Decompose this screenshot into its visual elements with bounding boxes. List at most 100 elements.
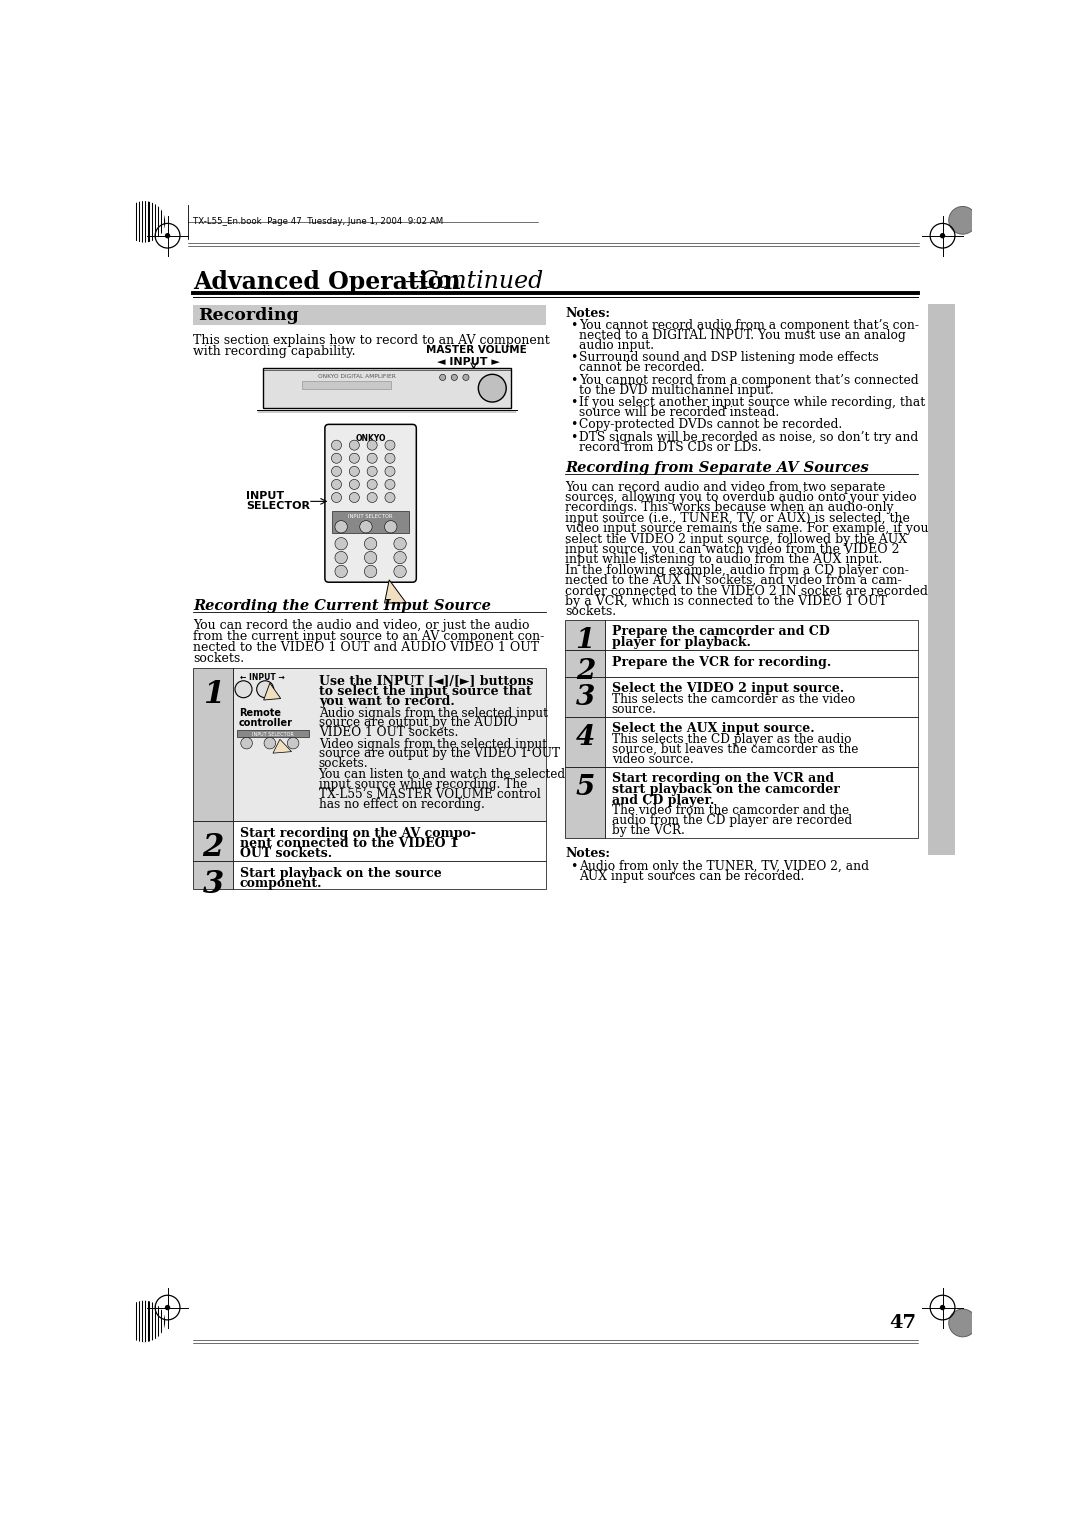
- Text: Notes:: Notes:: [565, 848, 610, 860]
- Bar: [606, 677, 918, 717]
- Text: nected to the VIDEO 1 OUT and AUDIO VIDEO 1 OUT: nected to the VIDEO 1 OUT and AUDIO VIDE…: [193, 640, 539, 654]
- Bar: [193, 306, 545, 325]
- Text: 47: 47: [889, 1314, 916, 1332]
- Text: Notes:: Notes:: [565, 307, 610, 319]
- Bar: [238, 730, 309, 736]
- Circle shape: [367, 440, 377, 451]
- Bar: [332, 512, 409, 533]
- Text: nected to a DIGITAL INPUT. You must use an analog: nected to a DIGITAL INPUT. You must use …: [579, 329, 906, 342]
- Circle shape: [349, 492, 360, 503]
- Circle shape: [948, 206, 976, 234]
- Circle shape: [948, 1309, 976, 1337]
- Polygon shape: [384, 581, 406, 604]
- Bar: [565, 619, 606, 651]
- Circle shape: [364, 565, 377, 578]
- Text: from the current input source to an AV component con-: from the current input source to an AV c…: [193, 630, 544, 643]
- Text: you want to record.: you want to record.: [319, 695, 455, 707]
- Circle shape: [335, 552, 348, 564]
- Circle shape: [332, 492, 341, 503]
- Text: nent connected to the VIDEO 1: nent connected to the VIDEO 1: [240, 837, 458, 850]
- Text: If you select another input source while recording, that: If you select another input source while…: [579, 396, 926, 410]
- Text: AUX input sources can be recorded.: AUX input sources can be recorded.: [579, 869, 805, 883]
- Bar: [606, 651, 918, 677]
- Circle shape: [332, 466, 341, 477]
- Text: by the VCR.: by the VCR.: [611, 825, 685, 837]
- Text: •: •: [570, 431, 577, 443]
- Circle shape: [235, 681, 252, 698]
- Text: Select the VIDEO 2 input source.: Select the VIDEO 2 input source.: [611, 681, 843, 695]
- Circle shape: [349, 440, 360, 451]
- Circle shape: [367, 492, 377, 503]
- Text: source.: source.: [611, 703, 657, 715]
- Circle shape: [364, 538, 377, 550]
- Circle shape: [367, 454, 377, 463]
- Text: source are output by the AUDIO: source are output by the AUDIO: [319, 717, 517, 729]
- Text: source are output by the VIDEO 1 OUT: source are output by the VIDEO 1 OUT: [319, 747, 559, 761]
- Text: has no effect on recording.: has no effect on recording.: [319, 798, 485, 811]
- Circle shape: [124, 202, 164, 241]
- Text: •: •: [570, 319, 577, 332]
- Text: record from DTS CDs or LDs.: record from DTS CDs or LDs.: [579, 440, 761, 454]
- Circle shape: [349, 454, 360, 463]
- Text: 2: 2: [576, 659, 595, 685]
- Circle shape: [384, 521, 397, 533]
- Text: 1: 1: [203, 680, 224, 711]
- Text: to the DVD multichannel input.: to the DVD multichannel input.: [579, 384, 774, 397]
- Text: Select the AUX input source.: Select the AUX input source.: [611, 721, 814, 735]
- Text: sockets.: sockets.: [319, 756, 368, 770]
- Circle shape: [384, 454, 395, 463]
- Circle shape: [384, 440, 395, 451]
- Bar: [233, 821, 545, 860]
- Text: Audio from only the TUNER, TV, VIDEO 2, and: Audio from only the TUNER, TV, VIDEO 2, …: [579, 860, 869, 872]
- Bar: [606, 767, 918, 839]
- Text: 3: 3: [576, 685, 595, 711]
- Circle shape: [257, 681, 273, 698]
- Text: In the following example, audio from a CD player con-: In the following example, audio from a C…: [565, 564, 909, 576]
- Polygon shape: [273, 740, 292, 753]
- Text: ← INPUT →: ← INPUT →: [241, 672, 285, 681]
- Text: component.: component.: [240, 877, 322, 891]
- Bar: [565, 677, 606, 717]
- Text: sources, allowing you to overdub audio onto your video: sources, allowing you to overdub audio o…: [565, 490, 917, 504]
- Text: Recording the Current Input Source: Recording the Current Input Source: [193, 599, 491, 613]
- Text: —: —: [405, 269, 428, 292]
- Text: INPUT: INPUT: [246, 492, 284, 501]
- Circle shape: [940, 1305, 945, 1309]
- Text: audio from the CD player are recorded: audio from the CD player are recorded: [611, 814, 852, 827]
- Text: Recording: Recording: [199, 307, 299, 324]
- Text: audio input.: audio input.: [579, 339, 654, 351]
- Circle shape: [440, 374, 446, 380]
- Text: source will be recorded instead.: source will be recorded instead.: [579, 406, 780, 419]
- Bar: [233, 860, 545, 889]
- Circle shape: [349, 480, 360, 489]
- Circle shape: [287, 738, 299, 749]
- Text: Start playback on the source: Start playback on the source: [240, 866, 442, 880]
- Text: You can listen to and watch the selected: You can listen to and watch the selected: [319, 769, 566, 781]
- FancyBboxPatch shape: [325, 425, 416, 582]
- Circle shape: [463, 374, 469, 380]
- Text: Start recording on the AV compo-: Start recording on the AV compo-: [240, 827, 475, 840]
- Text: cannot be recorded.: cannot be recorded.: [579, 361, 704, 374]
- Bar: [565, 651, 606, 677]
- Text: nected to the AUX IN sockets, and video from a cam-: nected to the AUX IN sockets, and video …: [565, 575, 902, 587]
- Text: •: •: [570, 419, 577, 431]
- Text: input source while recording. The: input source while recording. The: [319, 778, 527, 792]
- Circle shape: [335, 521, 348, 533]
- Text: Start recording on the VCR and: Start recording on the VCR and: [611, 772, 834, 785]
- Text: start playback on the camcorder: start playback on the camcorder: [611, 782, 839, 796]
- Text: ◄ INPUT ►: ◄ INPUT ►: [436, 358, 500, 367]
- Bar: [193, 668, 233, 821]
- Text: OUT sockets.: OUT sockets.: [240, 848, 332, 860]
- Circle shape: [335, 565, 348, 578]
- Text: Copy-protected DVDs cannot be recorded.: Copy-protected DVDs cannot be recorded.: [579, 419, 842, 431]
- Text: •: •: [570, 351, 577, 364]
- Circle shape: [394, 538, 406, 550]
- Circle shape: [384, 480, 395, 489]
- Bar: [233, 668, 545, 821]
- Text: ONKYO: ONKYO: [355, 434, 386, 443]
- Circle shape: [394, 565, 406, 578]
- Text: sockets.: sockets.: [565, 605, 617, 619]
- Bar: [565, 767, 606, 839]
- Text: Use the INPUT [◄]/[►] buttons: Use the INPUT [◄]/[►] buttons: [319, 675, 534, 688]
- Text: You can record the audio and video, or just the audio: You can record the audio and video, or j…: [193, 619, 529, 633]
